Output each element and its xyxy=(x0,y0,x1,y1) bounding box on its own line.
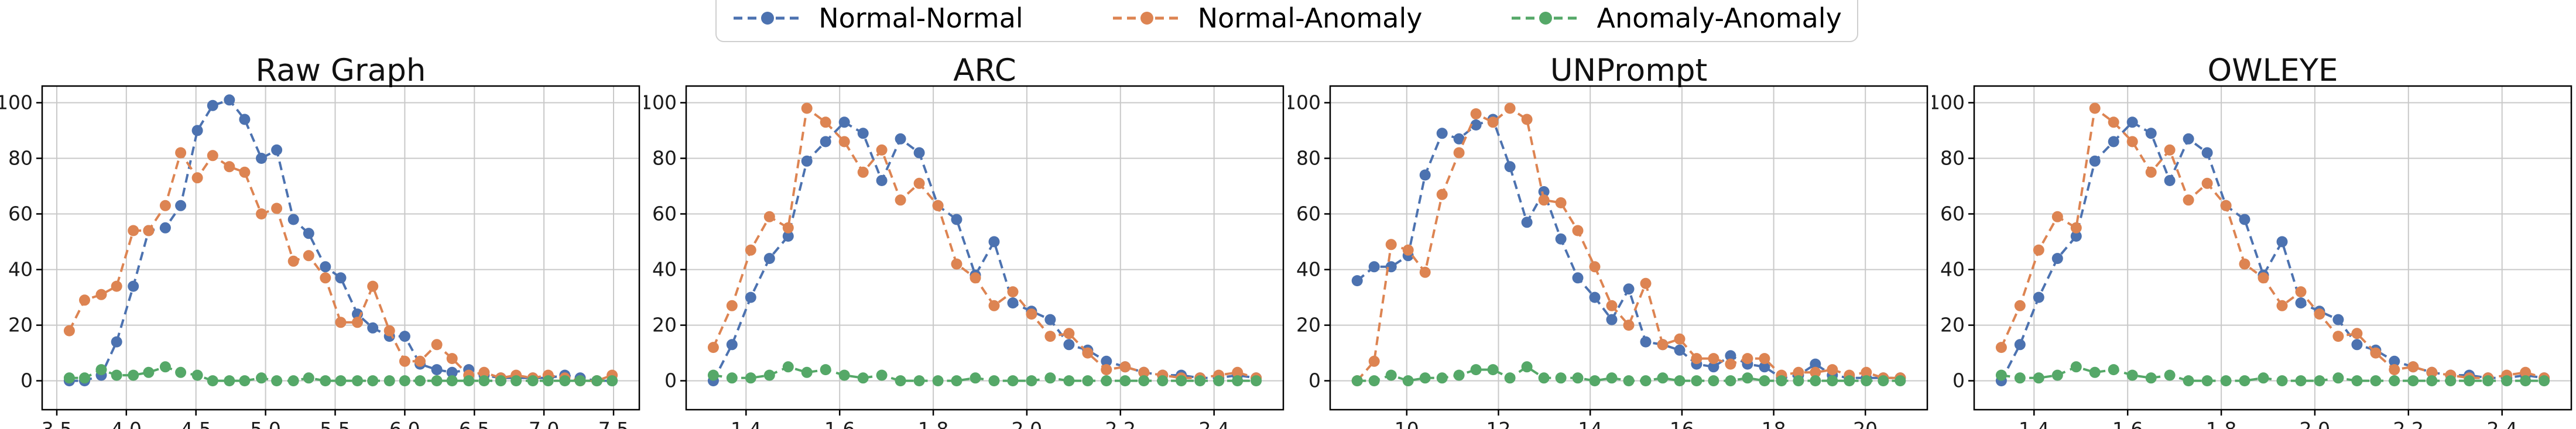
subplot-owleye: OWLEYE 1.4 1.6 1.8 2.0 2.2 2.4 0 20 40 60 80 100 xyxy=(1932,50,2576,429)
svg-text:7.0: 7.0 xyxy=(529,418,559,429)
svg-text:60: 60 xyxy=(8,203,33,225)
svg-text:1.4: 1.4 xyxy=(2019,418,2049,429)
svg-text:2.4: 2.4 xyxy=(2486,418,2517,429)
svg-text:6.5: 6.5 xyxy=(459,418,489,429)
svg-text:6.0: 6.0 xyxy=(389,418,420,429)
svg-text:40: 40 xyxy=(1296,258,1321,281)
svg-text:1.4: 1.4 xyxy=(731,418,761,429)
subplot-raw-graph: Raw Graph 3.5 4.0 4.5 5.0 5.5 6.0 6.5 7.0 7.5 0 20… xyxy=(0,50,644,429)
svg-text:60: 60 xyxy=(652,203,677,225)
subplot-arc: ARC 1.4 1.6 1.8 2.0 2.2 2.4 0 20 40 60 80 100 xyxy=(644,50,1288,429)
svg-text:80: 80 xyxy=(652,147,677,170)
svg-text:60: 60 xyxy=(1296,203,1321,225)
svg-text:100: 100 xyxy=(1932,91,1965,114)
svg-text:20: 20 xyxy=(652,314,677,337)
chart-title: OWLEYE xyxy=(2207,53,2338,88)
plot-area: 1.4 1.6 1.8 2.0 2.2 2.4 0 20 40 60 80 100 xyxy=(644,85,1284,429)
svg-text:20: 20 xyxy=(1296,314,1321,337)
chart-title: UNPrompt xyxy=(1550,53,1708,88)
svg-text:20: 20 xyxy=(1940,314,1965,337)
svg-text:0: 0 xyxy=(1952,369,1965,392)
svg-text:4.0: 4.0 xyxy=(111,418,142,429)
svg-text:2.2: 2.2 xyxy=(2393,418,2424,429)
svg-text:10: 10 xyxy=(1395,418,1419,429)
svg-text:100: 100 xyxy=(0,91,33,114)
svg-text:1.6: 1.6 xyxy=(2112,418,2143,429)
svg-text:0: 0 xyxy=(664,369,677,392)
svg-text:80: 80 xyxy=(1296,147,1321,170)
svg-text:2.0: 2.0 xyxy=(1012,418,1042,429)
svg-text:20: 20 xyxy=(8,314,33,337)
svg-text:16: 16 xyxy=(1670,418,1694,429)
svg-text:100: 100 xyxy=(644,91,677,114)
svg-text:18: 18 xyxy=(1762,418,1786,429)
svg-text:1.8: 1.8 xyxy=(2206,418,2236,429)
plot-area: 1.4 1.6 1.8 2.0 2.2 2.4 0 20 40 60 80 100 xyxy=(1932,85,2572,429)
svg-text:40: 40 xyxy=(652,258,677,281)
svg-text:3.5: 3.5 xyxy=(42,418,72,429)
svg-text:2.0: 2.0 xyxy=(2300,418,2330,429)
legend-item-normal-normal: Normal-Normal xyxy=(732,5,1023,32)
svg-text:4.5: 4.5 xyxy=(180,418,211,429)
legend-label: Anomaly-Anomaly xyxy=(1597,2,1842,34)
svg-text:14: 14 xyxy=(1578,418,1602,429)
svg-text:1.6: 1.6 xyxy=(824,418,855,429)
svg-text:5.0: 5.0 xyxy=(250,418,280,429)
svg-text:0: 0 xyxy=(1308,369,1321,392)
svg-text:2.4: 2.4 xyxy=(1198,418,1229,429)
legend-item-anomaly-anomaly: Anomaly-Anomaly xyxy=(1510,2,1842,34)
legend: Normal-Normal Normal-Anomaly Anomaly-Ano… xyxy=(715,0,1858,42)
dashed-line-marker-icon xyxy=(1111,9,1183,27)
svg-text:40: 40 xyxy=(1940,258,1965,281)
legend-item-normal-anomaly: Normal-Anomaly xyxy=(1111,2,1423,34)
svg-text:1.8: 1.8 xyxy=(918,418,948,429)
chart-title: Raw Graph xyxy=(255,53,426,88)
plot-area: 10 12 14 16 18 20 0 20 40 60 80 100 xyxy=(1288,85,1928,429)
svg-text:12: 12 xyxy=(1486,418,1511,429)
svg-text:60: 60 xyxy=(1940,203,1965,225)
legend-label: Normal-Anomaly xyxy=(1197,2,1423,34)
svg-text:40: 40 xyxy=(8,258,33,281)
dashed-line-marker-icon xyxy=(732,9,803,27)
svg-text:0: 0 xyxy=(20,369,33,392)
svg-text:2.2: 2.2 xyxy=(1105,418,1136,429)
svg-text:80: 80 xyxy=(1940,147,1965,170)
svg-text:20: 20 xyxy=(1853,418,1878,429)
legend-label: Normal-Normal xyxy=(818,2,1023,34)
svg-text:100: 100 xyxy=(1288,91,1321,114)
svg-text:80: 80 xyxy=(8,147,33,170)
svg-text:7.5: 7.5 xyxy=(598,418,629,429)
dashed-line-marker-icon xyxy=(1510,9,1581,27)
subplot-unprompt: UNPrompt 10 12 14 16 18 20 0 20 40 60 80 100 xyxy=(1288,50,1932,429)
plot-area: 3.5 4.0 4.5 5.0 5.5 6.0 6.5 7.0 7.5 0 20 40 60 80 100 xyxy=(0,85,640,429)
chart-title: ARC xyxy=(953,53,1016,88)
svg-text:5.5: 5.5 xyxy=(320,418,350,429)
